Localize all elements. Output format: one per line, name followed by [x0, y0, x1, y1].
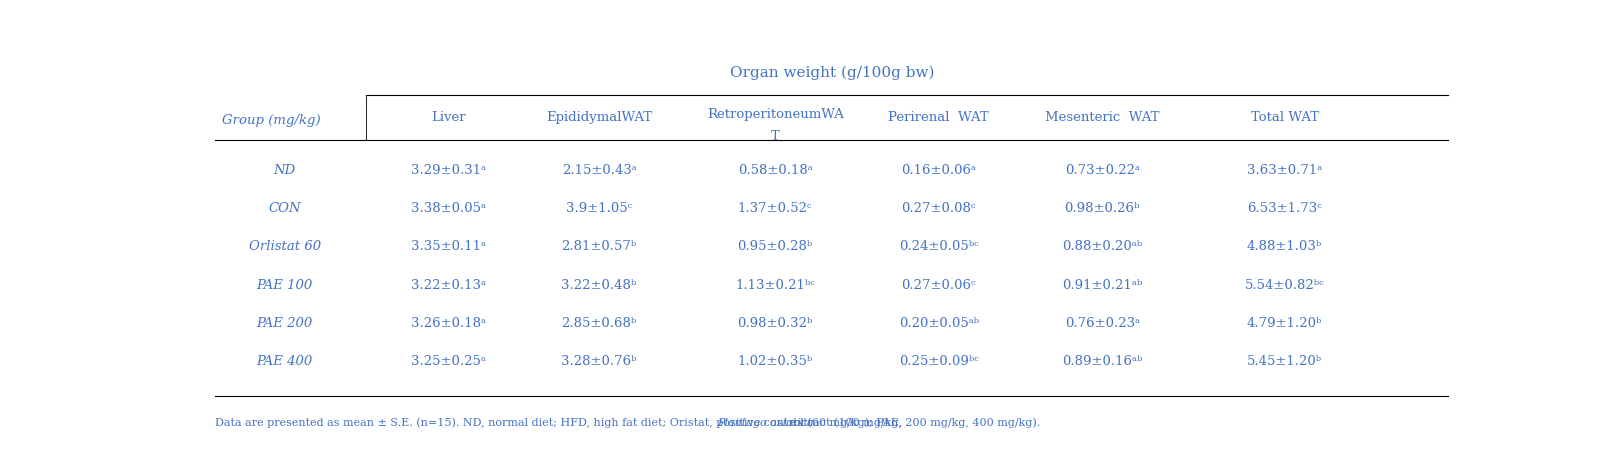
Text: Organ weight (g/100g bw): Organ weight (g/100g bw) [729, 65, 935, 80]
Text: PAE 100: PAE 100 [256, 278, 313, 292]
Text: Group (mg/kg): Group (mg/kg) [222, 114, 320, 127]
Text: PAE 200: PAE 200 [256, 317, 313, 330]
Text: 0.89±0.16ᵃᵇ: 0.89±0.16ᵃᵇ [1061, 355, 1143, 368]
Text: 3.9±1.05ᶜ: 3.9±1.05ᶜ [566, 203, 631, 215]
Text: 3.22±0.13ᵃ: 3.22±0.13ᵃ [411, 278, 485, 292]
Text: 2.15±0.43ᵃ: 2.15±0.43ᵃ [562, 164, 636, 177]
Text: CON: CON [268, 203, 300, 215]
Text: RetroperitoneumWA: RetroperitoneumWA [706, 108, 844, 121]
Text: 3.29±0.31ᵃ: 3.29±0.31ᵃ [411, 164, 485, 177]
Text: 5.45±1.20ᵇ: 5.45±1.20ᵇ [1246, 355, 1323, 368]
Text: 1.02±0.35ᵇ: 1.02±0.35ᵇ [737, 355, 813, 368]
Text: T: T [771, 130, 779, 143]
Text: 0.73±0.22ᵃ: 0.73±0.22ᵃ [1065, 164, 1139, 177]
Text: 0.16±0.06ᵃ: 0.16±0.06ᵃ [901, 164, 975, 177]
Text: 0.76±0.23ᵃ: 0.76±0.23ᵃ [1065, 317, 1139, 330]
Text: 3.22±0.48ᵇ: 3.22±0.48ᵇ [562, 278, 636, 292]
Text: 2.85±0.68ᵇ: 2.85±0.68ᵇ [562, 317, 636, 330]
Text: 0.27±0.08ᶜ: 0.27±0.08ᶜ [901, 203, 975, 215]
Text: 4.88±1.03ᵇ: 4.88±1.03ᵇ [1246, 240, 1323, 253]
Text: EpididymalWAT: EpididymalWAT [545, 111, 652, 124]
Text: 0.25±0.09ᵇᶜ: 0.25±0.09ᵇᶜ [899, 355, 979, 368]
Text: 0.91±0.21ᵃᵇ: 0.91±0.21ᵃᵇ [1061, 278, 1143, 292]
Text: Liver: Liver [430, 111, 466, 124]
Text: Orlistat 60: Orlistat 60 [248, 240, 321, 253]
Text: 4.79±1.20ᵇ: 4.79±1.20ᵇ [1246, 317, 1323, 330]
Text: 0.88±0.20ᵃᵇ: 0.88±0.20ᵃᵇ [1061, 240, 1143, 253]
Text: Mesenteric  WAT: Mesenteric WAT [1045, 111, 1159, 124]
Text: 0.98±0.26ᵇ: 0.98±0.26ᵇ [1065, 203, 1139, 215]
Text: 6.53±1.73ᶜ: 6.53±1.73ᶜ [1246, 203, 1323, 215]
Text: ND: ND [274, 164, 295, 177]
Text: 3.38±0.05ᵃ: 3.38±0.05ᵃ [411, 203, 485, 215]
Text: 3.28±0.76ᵇ: 3.28±0.76ᵇ [562, 355, 636, 368]
Text: 0.27±0.06ᶜ: 0.27±0.06ᶜ [901, 278, 975, 292]
Text: 0.24±0.05ᵇᶜ: 0.24±0.05ᵇᶜ [899, 240, 979, 253]
Text: Perirenal  WAT: Perirenal WAT [888, 111, 988, 124]
Text: 0.58±0.18ᵃ: 0.58±0.18ᵃ [738, 164, 813, 177]
Text: 3.63±0.71ᵃ: 3.63±0.71ᵃ [1246, 164, 1323, 177]
Text: 3.25±0.25ᵃ: 3.25±0.25ᵃ [411, 355, 485, 368]
Text: 1.13±0.21ᵇᶜ: 1.13±0.21ᵇᶜ [735, 278, 815, 292]
Text: PAE 400: PAE 400 [256, 355, 313, 368]
Text: 0.95±0.28ᵇ: 0.95±0.28ᵇ [737, 240, 813, 253]
Text: 0.20±0.05ᵃᵇ: 0.20±0.05ᵃᵇ [899, 317, 979, 330]
Text: 0.98±0.32ᵇ: 0.98±0.32ᵇ [737, 317, 813, 330]
Text: 5.54±0.82ᵇᶜ: 5.54±0.82ᵇᶜ [1245, 278, 1324, 292]
Text: Data are presented as mean ± S.E. (n=15). ND, normal diet; HFD, high fat diet; O: Data are presented as mean ± S.E. (n=15)… [216, 417, 906, 428]
Text: 1.37±0.52ᶜ: 1.37±0.52ᶜ [738, 203, 813, 215]
Text: 3.35±0.11ᵃ: 3.35±0.11ᵃ [411, 240, 485, 253]
Text: Plantago asiatica: Plantago asiatica [717, 418, 813, 428]
Text: 2.81±0.57ᵇ: 2.81±0.57ᵇ [562, 240, 636, 253]
Text: 3.26±0.18ᵃ: 3.26±0.18ᵃ [411, 317, 485, 330]
Text: Total WAT: Total WAT [1251, 111, 1318, 124]
Text: extract (100 mg/kg, 200 mg/kg, 400 mg/kg).: extract (100 mg/kg, 200 mg/kg, 400 mg/kg… [787, 417, 1040, 428]
